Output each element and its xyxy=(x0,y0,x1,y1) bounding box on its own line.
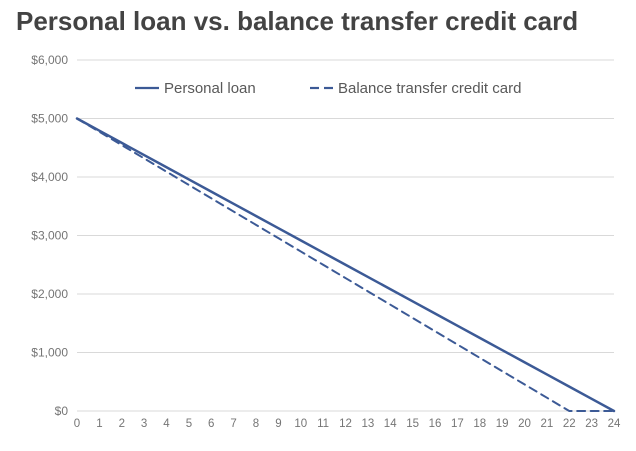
svg-text:9: 9 xyxy=(275,418,281,430)
svg-text:6: 6 xyxy=(208,418,214,430)
svg-text:10: 10 xyxy=(294,418,307,430)
svg-text:14: 14 xyxy=(384,418,397,430)
svg-text:0: 0 xyxy=(74,418,80,430)
svg-text:$4,000: $4,000 xyxy=(31,170,68,184)
svg-text:1: 1 xyxy=(96,418,102,430)
svg-text:7: 7 xyxy=(230,418,236,430)
svg-text:2: 2 xyxy=(119,418,125,430)
svg-text:20: 20 xyxy=(518,418,531,430)
svg-text:$0: $0 xyxy=(55,404,69,418)
svg-text:18: 18 xyxy=(473,418,486,430)
svg-text:13: 13 xyxy=(362,418,375,430)
svg-text:22: 22 xyxy=(563,418,576,430)
svg-text:11: 11 xyxy=(317,418,329,430)
svg-text:17: 17 xyxy=(451,418,464,430)
svg-text:$5,000: $5,000 xyxy=(31,112,68,126)
svg-text:$6,000: $6,000 xyxy=(31,53,68,67)
svg-text:$1,000: $1,000 xyxy=(31,346,68,360)
svg-text:16: 16 xyxy=(429,418,442,430)
svg-text:12: 12 xyxy=(339,418,352,430)
svg-text:3: 3 xyxy=(141,418,147,430)
svg-text:15: 15 xyxy=(406,418,419,430)
svg-text:24: 24 xyxy=(608,418,621,430)
svg-text:$2,000: $2,000 xyxy=(31,287,68,301)
svg-text:8: 8 xyxy=(253,418,259,430)
svg-text:19: 19 xyxy=(496,418,509,430)
svg-text:5: 5 xyxy=(186,418,192,430)
svg-text:Personal loan: Personal loan xyxy=(164,80,256,97)
svg-text:Balance transfer credit card: Balance transfer credit card xyxy=(338,80,521,97)
svg-text:21: 21 xyxy=(541,418,554,430)
svg-text:23: 23 xyxy=(585,418,598,430)
svg-text:4: 4 xyxy=(163,418,170,430)
svg-text:$3,000: $3,000 xyxy=(31,229,68,243)
